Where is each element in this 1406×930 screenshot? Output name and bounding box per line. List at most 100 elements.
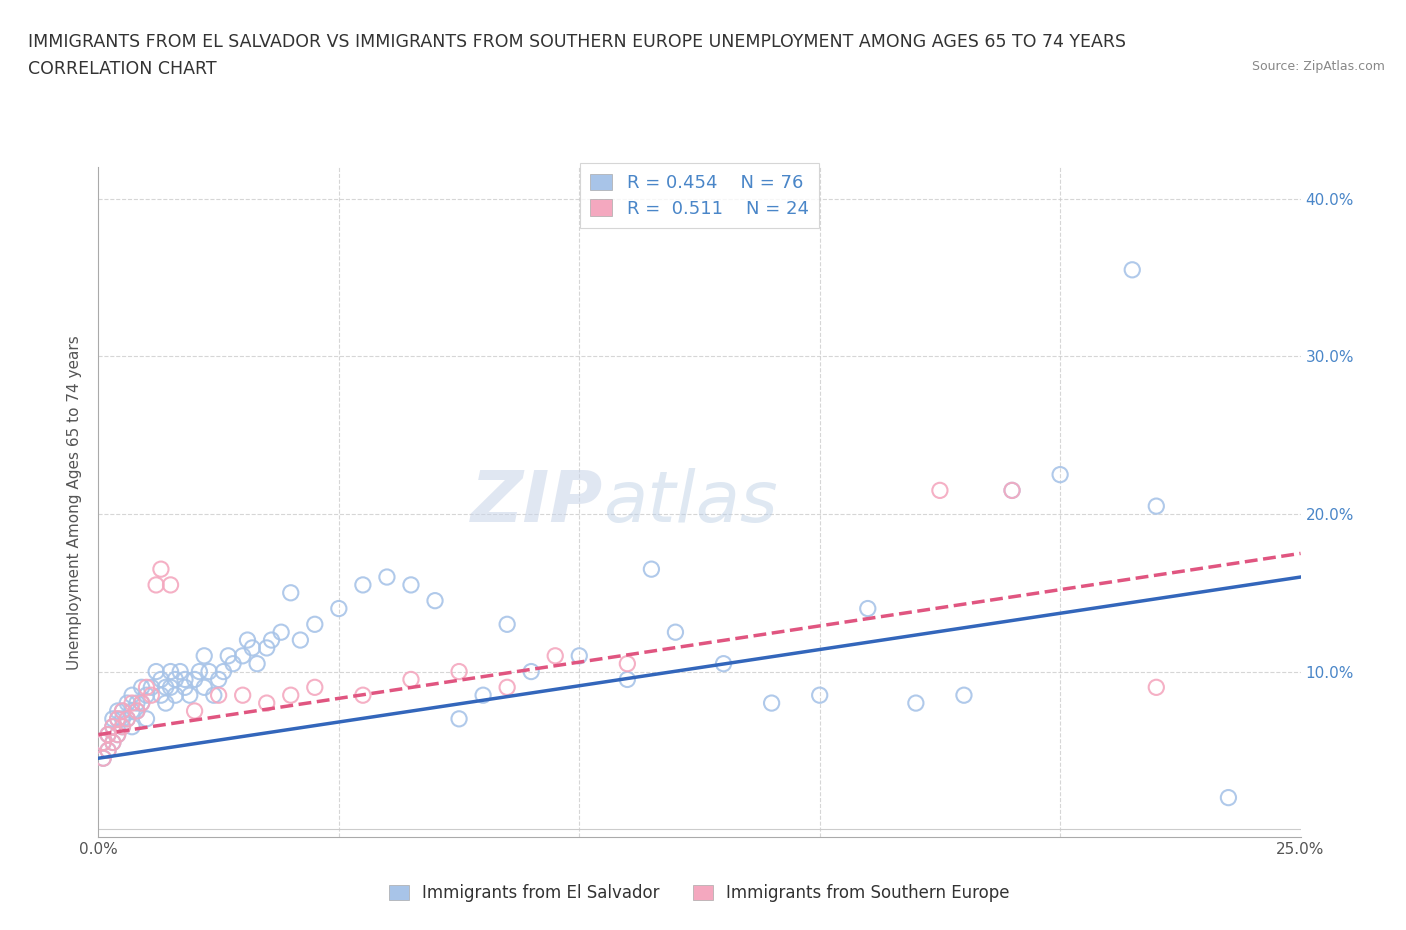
Point xyxy=(193,680,215,695)
Point xyxy=(101,719,124,734)
Point xyxy=(159,680,181,695)
Point xyxy=(212,664,235,679)
Point xyxy=(159,578,181,592)
Point xyxy=(1001,483,1024,498)
Point xyxy=(1049,467,1071,482)
Point xyxy=(101,711,124,726)
Point xyxy=(928,483,950,498)
Point xyxy=(155,696,177,711)
Point xyxy=(953,688,976,703)
Point xyxy=(165,688,187,703)
Point xyxy=(169,664,191,679)
Point xyxy=(101,719,124,734)
Point xyxy=(117,696,139,711)
Point xyxy=(568,648,591,663)
Point xyxy=(270,625,292,640)
Text: ZIP: ZIP xyxy=(471,468,603,537)
Point xyxy=(352,578,374,592)
Point xyxy=(520,664,543,679)
Point xyxy=(222,657,245,671)
Point xyxy=(107,727,129,742)
Text: IMMIGRANTS FROM EL SALVADOR VS IMMIGRANTS FROM SOUTHERN EUROPE UNEMPLOYMENT AMON: IMMIGRANTS FROM EL SALVADOR VS IMMIGRANT… xyxy=(28,33,1126,50)
Point xyxy=(121,719,143,734)
Point xyxy=(616,657,638,671)
Point xyxy=(131,696,153,711)
Point xyxy=(97,727,120,742)
Point xyxy=(290,632,312,647)
Point xyxy=(208,688,231,703)
Legend: Immigrants from El Salvador, Immigrants from Southern Europe: Immigrants from El Salvador, Immigrants … xyxy=(382,878,1017,909)
Point xyxy=(125,703,148,718)
Point xyxy=(101,735,124,750)
Point xyxy=(155,680,177,695)
Point xyxy=(260,632,283,647)
Point xyxy=(904,696,927,711)
Point xyxy=(149,688,172,703)
Point xyxy=(188,664,211,679)
Point xyxy=(97,727,120,742)
Point xyxy=(616,672,638,687)
Point xyxy=(145,664,167,679)
Point xyxy=(399,578,422,592)
Point xyxy=(131,696,153,711)
Point xyxy=(135,680,157,695)
Point xyxy=(107,711,129,726)
Point xyxy=(1218,790,1240,805)
Point xyxy=(1144,498,1167,513)
Point xyxy=(125,703,148,718)
Point xyxy=(121,688,143,703)
Point xyxy=(111,719,134,734)
Point xyxy=(256,641,278,656)
Point xyxy=(256,696,278,711)
Point xyxy=(107,703,129,718)
Point xyxy=(240,641,263,656)
Point xyxy=(236,632,259,647)
Y-axis label: Unemployment Among Ages 65 to 74 years: Unemployment Among Ages 65 to 74 years xyxy=(67,335,83,670)
Point xyxy=(1121,262,1143,277)
Point xyxy=(121,703,143,718)
Point xyxy=(232,648,254,663)
Point xyxy=(145,578,167,592)
Point xyxy=(141,680,163,695)
Point xyxy=(131,680,153,695)
Point xyxy=(664,625,686,640)
Point xyxy=(111,703,134,718)
Point xyxy=(117,711,139,726)
Point xyxy=(496,617,519,631)
Point xyxy=(111,711,134,726)
Point xyxy=(135,688,157,703)
Point xyxy=(101,735,124,750)
Point xyxy=(174,680,197,695)
Point xyxy=(117,711,139,726)
Point xyxy=(856,601,879,616)
Point xyxy=(107,727,129,742)
Point xyxy=(111,719,134,734)
Point xyxy=(280,688,302,703)
Point xyxy=(174,672,197,687)
Point xyxy=(1001,483,1024,498)
Point xyxy=(179,688,201,703)
Point xyxy=(399,672,422,687)
Point xyxy=(198,664,221,679)
Point xyxy=(193,648,215,663)
Point xyxy=(375,569,398,584)
Point xyxy=(91,751,114,765)
Point xyxy=(352,688,374,703)
Point xyxy=(761,696,783,711)
Point xyxy=(125,696,148,711)
Point xyxy=(107,711,129,726)
Point xyxy=(183,703,205,718)
Point xyxy=(111,703,134,718)
Text: Source: ZipAtlas.com: Source: ZipAtlas.com xyxy=(1251,60,1385,73)
Point xyxy=(304,617,326,631)
Point xyxy=(713,657,735,671)
Point xyxy=(640,562,662,577)
Point xyxy=(141,688,163,703)
Point xyxy=(97,743,120,758)
Point xyxy=(423,593,446,608)
Point xyxy=(328,601,350,616)
Point xyxy=(202,688,225,703)
Point xyxy=(304,680,326,695)
Point xyxy=(1144,680,1167,695)
Point xyxy=(544,648,567,663)
